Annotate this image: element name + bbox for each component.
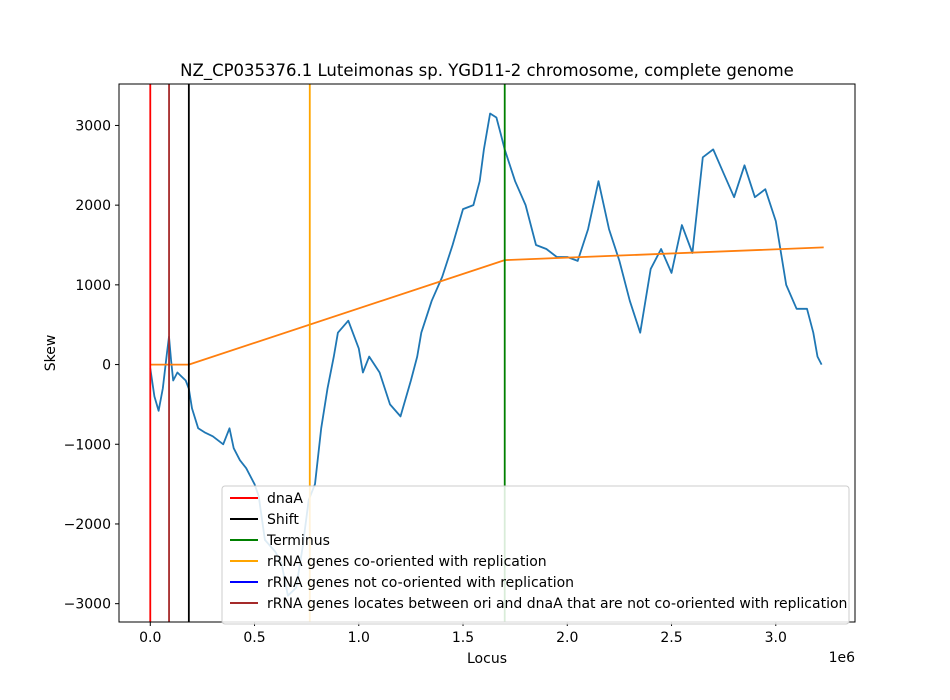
legend-label: Terminus bbox=[266, 533, 330, 549]
legend-label: rRNA genes locates between ori and dnaA … bbox=[267, 596, 847, 612]
y-axis: −3000 −2000 −1000 0 1000 2000 3000 bbox=[64, 118, 119, 613]
x-axis-offset-label: 1e6 bbox=[829, 650, 856, 666]
y-axis-title: Skew bbox=[43, 335, 59, 372]
legend: dnaA Shift Terminus rRNA genes co-oriented … bbox=[221, 485, 850, 625]
x-tick-label: 3.0 bbox=[765, 630, 787, 646]
x-tick-label: 2.5 bbox=[660, 630, 682, 646]
legend-label: rRNA genes not co-oriented with replicat… bbox=[267, 575, 574, 591]
series-line-trend bbox=[150, 246, 824, 366]
legend-label: Shift bbox=[267, 512, 299, 528]
legend-box bbox=[221, 485, 850, 625]
chart-title: NZ_CP035376.1 Luteimonas sp. YGD11-2 chr… bbox=[180, 61, 794, 81]
x-axis-title: Locus bbox=[467, 651, 507, 667]
y-tick-label: 3000 bbox=[75, 118, 111, 134]
y-tick-label: 0 bbox=[102, 358, 111, 374]
y-tick-label: −3000 bbox=[64, 597, 111, 613]
x-tick-label: 1.0 bbox=[348, 630, 370, 646]
x-tick-label: 2.0 bbox=[556, 630, 578, 646]
x-tick-label: 1.5 bbox=[452, 630, 474, 646]
legend-label: rRNA genes co-oriented with replication bbox=[267, 554, 547, 570]
y-tick-label: 2000 bbox=[75, 198, 111, 214]
plot-area bbox=[149, 84, 824, 622]
y-tick-label: −2000 bbox=[64, 517, 111, 533]
y-tick-label: 1000 bbox=[75, 278, 111, 294]
legend-label: dnaA bbox=[267, 491, 303, 507]
series-line-skew bbox=[149, 112, 823, 597]
y-tick-label: −1000 bbox=[64, 437, 111, 453]
x-tick-label: 0.0 bbox=[139, 630, 161, 646]
x-tick-label: 0.5 bbox=[243, 630, 265, 646]
x-axis: 0.0 0.5 1.0 1.5 2.0 2.5 3.0 bbox=[139, 622, 787, 646]
